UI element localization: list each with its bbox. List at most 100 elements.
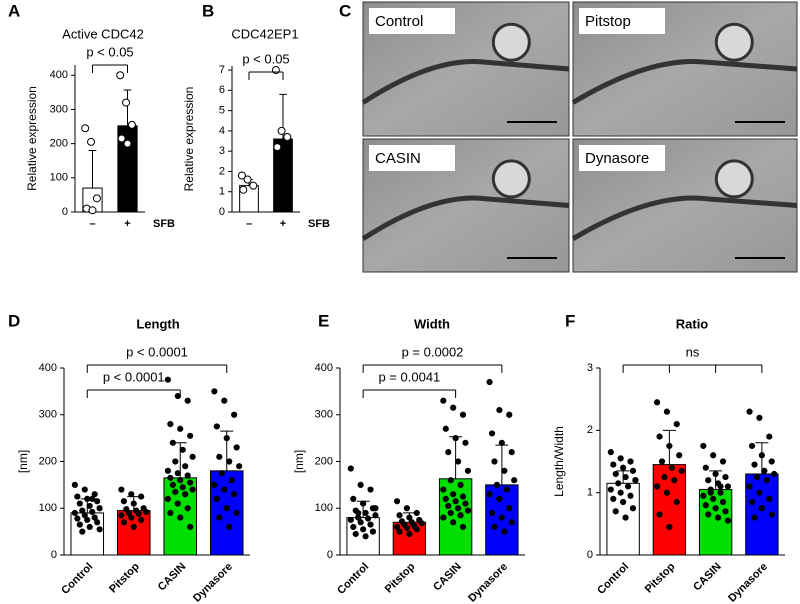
data-point [486, 378, 493, 386]
data-point [673, 498, 680, 506]
data-point [364, 515, 372, 522]
data-point [138, 516, 145, 524]
data-point [396, 512, 403, 519]
data-point [617, 455, 624, 462]
data-point [79, 528, 86, 535]
chart-title: Active CDC42 [62, 26, 144, 41]
chart-title: Width [414, 316, 450, 331]
data-point [450, 491, 457, 498]
data-point [177, 514, 184, 521]
data-point [462, 500, 469, 507]
y-tick-label: 2 [587, 424, 593, 436]
data-point [179, 484, 186, 491]
label-box [579, 8, 665, 34]
data-point [722, 508, 729, 515]
data-point [187, 523, 194, 531]
data-point [116, 71, 125, 80]
data-point [120, 498, 127, 505]
significance-label: p = 0.0002 [402, 344, 464, 359]
data-point [768, 511, 775, 518]
data-point [118, 486, 125, 493]
panel-label: A [8, 1, 20, 20]
data-point [607, 486, 614, 493]
vesicle [491, 159, 531, 199]
x-tick-label: Pitstop [107, 560, 142, 595]
data-point [508, 519, 515, 526]
membrane [361, 195, 570, 241]
data-point [622, 473, 629, 481]
y-tick-label: 100 [315, 502, 333, 514]
data-point [442, 425, 449, 432]
micrograph-label: Control [375, 13, 423, 30]
data-point [717, 489, 724, 496]
data-point [231, 491, 238, 498]
data-point [135, 510, 142, 517]
data-point [663, 489, 671, 496]
data-point [81, 512, 88, 519]
data-point [464, 507, 472, 514]
data-point [748, 442, 756, 450]
data-point [184, 472, 191, 479]
membrane [361, 59, 570, 105]
data-point [96, 505, 103, 512]
data-point [722, 473, 729, 481]
data-point [184, 505, 191, 512]
membrane [571, 195, 798, 241]
data-point [447, 509, 454, 517]
x-tick-label: + [280, 218, 286, 230]
data-point [120, 519, 127, 526]
error-bar [88, 149, 97, 189]
data-point [758, 452, 765, 459]
data-point [751, 461, 758, 468]
data-point [174, 500, 181, 507]
data-point [610, 461, 617, 468]
data-point [666, 523, 673, 531]
data-point [271, 66, 280, 75]
y-tick-label: 6 [219, 84, 225, 96]
y-tick-label: 400 [50, 69, 68, 81]
data-point [236, 463, 243, 470]
data-point [177, 425, 184, 432]
data-point [138, 493, 145, 500]
data-point [169, 439, 176, 446]
data-point [86, 502, 93, 510]
data-point [493, 481, 501, 488]
data-point [440, 486, 447, 493]
data-point [167, 509, 174, 517]
data-point [352, 530, 359, 538]
data-point [671, 477, 678, 484]
x-tick-label: – [89, 218, 95, 230]
data-point [71, 509, 78, 517]
y-tick-label: 0 [327, 549, 333, 561]
data-point [189, 486, 196, 493]
label-box [369, 145, 455, 171]
data-point [724, 517, 732, 524]
data-point [89, 495, 96, 502]
data-point [79, 507, 86, 514]
data-point [751, 514, 758, 521]
data-point [213, 423, 220, 430]
panel-label: E [318, 311, 329, 330]
data-point [676, 452, 683, 459]
data-point [445, 502, 452, 510]
label-box [579, 145, 665, 171]
data-point [237, 171, 246, 180]
data-point [372, 512, 379, 519]
x-tick-label: Control [335, 561, 371, 597]
x-tick-label: Dynasore [466, 561, 510, 604]
data-point [393, 498, 401, 505]
data-point [661, 473, 668, 481]
data-point [369, 528, 377, 535]
data-point [498, 514, 505, 521]
data-point [501, 528, 508, 535]
data-point [763, 477, 770, 484]
data-point [511, 477, 518, 484]
data-point [167, 474, 174, 481]
data-point [174, 392, 181, 400]
data-point [84, 495, 91, 502]
y-tick-label: 100 [39, 502, 57, 514]
data-point [221, 486, 228, 493]
data-point [130, 500, 137, 507]
data-point [486, 491, 493, 498]
data-point [464, 467, 472, 474]
